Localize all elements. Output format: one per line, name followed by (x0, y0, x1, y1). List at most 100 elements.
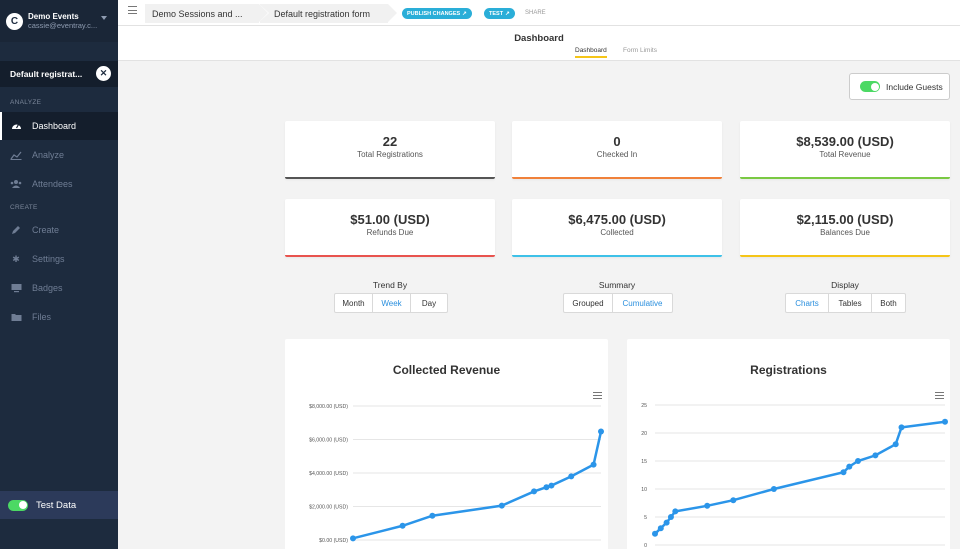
data-point[interactable] (568, 473, 574, 479)
data-point[interactable] (400, 523, 406, 529)
sidebar-item-analyze[interactable]: Analyze (0, 141, 118, 169)
display-tables-button[interactable]: Tables (829, 294, 872, 312)
top-bar: Demo Sessions and ... Default registrati… (118, 0, 960, 26)
trend-by-segmented-control: Month Week Day (334, 293, 448, 313)
y-tick-label: 5 (644, 515, 647, 521)
publish-changes-label: PUBLISH CHANGES (407, 11, 460, 17)
toggle-switch[interactable] (860, 81, 880, 92)
display-segmented-control: Charts Tables Both (785, 293, 906, 313)
trend-day-button[interactable]: Day (411, 294, 447, 312)
test-data-label: Test Data (36, 500, 76, 511)
hamburger-menu-icon[interactable] (128, 6, 137, 15)
data-point[interactable] (350, 535, 356, 541)
sidebar-item-label: Badges (32, 283, 63, 293)
summary-grouped-button[interactable]: Grouped (564, 294, 613, 312)
y-tick-label: 25 (641, 403, 647, 409)
data-point[interactable] (668, 514, 674, 520)
publish-changes-button[interactable]: PUBLISH CHANGES ↗ (402, 8, 472, 19)
y-tick-label: 10 (641, 487, 647, 493)
test-data-toggle[interactable]: Test Data (0, 491, 118, 519)
data-point[interactable] (771, 486, 777, 492)
data-point[interactable] (942, 419, 948, 425)
chevron-down-icon[interactable] (101, 16, 107, 20)
sidebar-item-files[interactable]: Files (0, 303, 118, 331)
data-point[interactable] (893, 441, 899, 447)
toggle-switch[interactable] (8, 500, 28, 511)
page-header: Dashboard Dashboard Form Limits (118, 26, 960, 61)
sidebar-item-settings[interactable]: ✱ Settings (0, 245, 118, 273)
y-tick-label: $8,000.00 (USD) (309, 404, 348, 410)
y-tick-label: $0.00 (USD) (319, 538, 348, 544)
test-button[interactable]: TEST ↗ (484, 8, 515, 19)
gear-icon: ✱ (10, 254, 22, 264)
y-tick-label: 0 (644, 543, 647, 549)
dashboard-icon (10, 121, 22, 131)
org-name: Demo Events (28, 12, 104, 21)
data-point[interactable] (652, 531, 658, 537)
sidebar-item-attendees[interactable]: Attendees (0, 170, 118, 198)
data-point[interactable] (548, 483, 554, 489)
display-charts-button[interactable]: Charts (786, 294, 829, 312)
close-icon[interactable]: ✕ (96, 66, 111, 81)
sidebar-item-dashboard[interactable]: Dashboard (0, 112, 118, 140)
data-point[interactable] (855, 458, 861, 464)
line-chart-icon (10, 150, 22, 160)
org-avatar: C (6, 13, 23, 30)
share-link[interactable]: SHARE (525, 10, 546, 16)
data-point[interactable] (531, 488, 537, 494)
monitor-icon (10, 283, 22, 293)
include-guests-toggle[interactable]: Include Guests (849, 73, 950, 100)
test-label: TEST (489, 11, 503, 17)
stat-card-refunds-due: $51.00 (USD) Refunds Due (285, 199, 495, 257)
summary-cumulative-button[interactable]: Cumulative (613, 294, 672, 312)
y-tick-label: $4,000.00 (USD) (309, 471, 348, 477)
display-label: Display (795, 280, 895, 290)
registrations-plot: 0 5 10 15 20 25 (627, 339, 950, 549)
stat-value: $51.00 (USD) (285, 212, 495, 227)
summary-segmented-control: Grouped Cumulative (563, 293, 673, 313)
data-point[interactable] (429, 513, 435, 519)
section-label-create: CREATE (10, 204, 38, 211)
data-point[interactable] (672, 508, 678, 514)
breadcrumb-form[interactable]: Default registration form (260, 4, 388, 23)
data-point[interactable] (591, 462, 597, 468)
data-point[interactable] (664, 520, 670, 526)
stat-value: $8,539.00 (USD) (740, 134, 950, 149)
breadcrumb-event[interactable]: Demo Sessions and ... (145, 4, 259, 23)
include-guests-label: Include Guests (886, 82, 943, 92)
stat-label: Balances Due (740, 228, 950, 237)
external-link-icon: ↗ (462, 11, 467, 17)
data-point[interactable] (899, 424, 905, 430)
data-point[interactable] (598, 429, 604, 435)
trend-week-button[interactable]: Week (373, 294, 411, 312)
stat-label: Total Revenue (740, 150, 950, 159)
trend-month-button[interactable]: Month (335, 294, 373, 312)
data-point[interactable] (658, 525, 664, 531)
data-point[interactable] (704, 503, 710, 509)
data-point[interactable] (846, 464, 852, 470)
collected-revenue-chart: Collected Revenue $0.00 (USD) $2,000.00 (… (285, 339, 608, 549)
org-switcher[interactable]: C Demo Events cassie@eventray.c... (0, 0, 118, 42)
sidebar-item-badges[interactable]: Badges (0, 274, 118, 302)
tab-dashboard[interactable]: Dashboard (575, 47, 607, 58)
section-label-analyze: ANALYZE (10, 99, 41, 106)
y-tick-label: $6,000.00 (USD) (309, 438, 348, 444)
form-selector[interactable]: Default registrat... ✕ (0, 61, 118, 87)
data-point[interactable] (872, 452, 878, 458)
data-point[interactable] (841, 469, 847, 475)
y-tick-label: 15 (641, 459, 647, 465)
stat-card-total-registrations: 22 Total Registrations (285, 121, 495, 179)
stat-card-checked-in: 0 Checked In (512, 121, 722, 179)
sidebar: C Demo Events cassie@eventray.c... Defau… (0, 0, 118, 549)
form-selector-label: Default registrat... (10, 69, 82, 79)
registrations-chart: Registrations 0 5 10 15 20 25 (627, 339, 950, 549)
data-point[interactable] (499, 503, 505, 509)
stat-value: 0 (512, 134, 722, 149)
series-line (353, 432, 601, 539)
sidebar-item-create[interactable]: Create (0, 216, 118, 244)
data-point[interactable] (730, 497, 736, 503)
users-icon (10, 179, 22, 189)
tab-form-limits[interactable]: Form Limits (623, 47, 657, 56)
pencil-icon (10, 225, 22, 235)
display-both-button[interactable]: Both (872, 294, 905, 312)
